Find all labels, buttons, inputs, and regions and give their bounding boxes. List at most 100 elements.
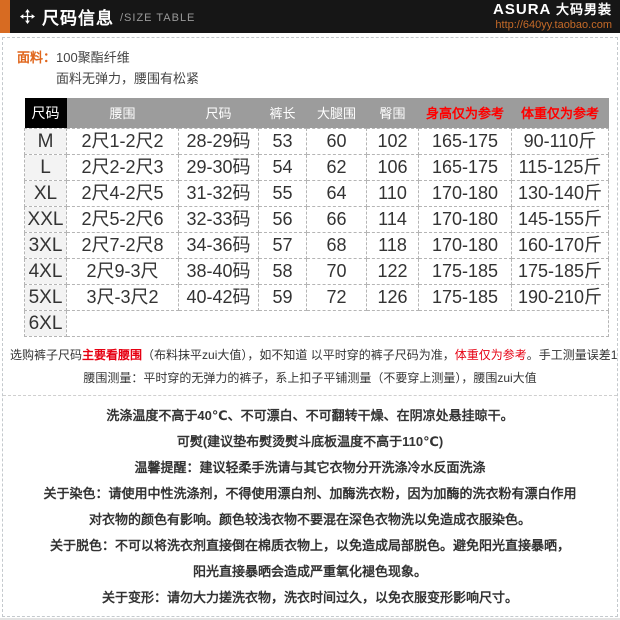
table-row: 5XL 3尺-3尺2 40-42码 59 72 126 175-185 190-210斤: [24, 283, 609, 311]
care-line: 温馨提醒：建议轻柔手洗请与其它衣物分开洗涤冷水反面洗涤: [134, 459, 486, 475]
cell-thigh: 62: [306, 153, 367, 181]
care-line: 关于脱色：不可以将洗衣剂直接倒在棉质衣物上，以免造成局部脱色。避免阳光直接暴晒，: [49, 537, 570, 553]
cell-thigh: 60: [306, 127, 367, 155]
table-header-row: 尺码 腰围 尺码 裤长 大腿围 臀围 身高仅为参考 体重仅为参考: [24, 98, 609, 128]
cell-sizecode: 40-42码: [178, 283, 259, 311]
cell-size: L: [24, 153, 67, 181]
column-header-thigh: 大腿围: [306, 98, 367, 128]
cell-waist: 3尺-3尺2: [66, 283, 179, 311]
cell-hip: 114: [366, 205, 419, 233]
table-row: 3XL 2尺7-2尺8 34-36码 57 68 118 170-180 160-170斤: [24, 231, 609, 259]
cell-weight: 145-155斤: [511, 205, 609, 233]
store-url[interactable]: http://640yy.taobao.com: [495, 19, 612, 32]
move-cross-icon: [20, 9, 35, 24]
cell-sizecode: 32-33码: [178, 205, 259, 233]
cell-sizecode: 34-36码: [178, 231, 259, 259]
fabric-line1: 100聚酯纤维: [56, 50, 130, 65]
cell-hip: 126: [366, 283, 419, 311]
cell-length: 55: [258, 179, 307, 207]
cell-waist: 2尺1-2尺2: [66, 127, 179, 155]
cell-waist: 2尺9-3尺: [66, 257, 179, 285]
cell-sizecode: 38-40码: [178, 257, 259, 285]
measure-note-line2: 腰围测量：平时穿的无弹力的裤子，系上扣子平铺测量（不要穿上测量），腰围zui大值: [83, 370, 537, 385]
cell-size: 6XL: [24, 309, 67, 337]
care-line: 可熨(建议垫布熨烫熨斗底板温度不高于110℃): [176, 433, 444, 449]
cell-height: 165-175: [418, 127, 512, 155]
column-header-weight: 体重仅为参考: [511, 98, 609, 128]
cell-hip: 122: [366, 257, 419, 285]
column-header-length: 裤长: [258, 98, 307, 128]
cell-weight: 115-125斤: [511, 153, 609, 181]
cell-waist: 2尺4-2尺5: [66, 179, 179, 207]
measure-note-line1: 选购裤子尺码主要看腰围（布料抹平zui大值），如不知道 以平时穿的裤子尺码为准，…: [10, 347, 618, 362]
size-table: 尺码 腰围 尺码 裤长 大腿围 臀围 身高仅为参考 体重仅为参考 M 2尺1-2尺…: [24, 98, 609, 337]
cell-empty: [66, 309, 609, 337]
cell-height: 170-180: [418, 231, 512, 259]
cell-waist: 2尺7-2尺8: [66, 231, 179, 259]
brand-suffix: 大码男装: [555, 3, 612, 19]
care-line: 洗涤温度不高于40℃、不可漂白、不可翻转干燥、在阴凉处悬挂晾干。: [106, 407, 514, 423]
header-accent-block: [0, 0, 10, 33]
page-title: 尺码信息: [42, 9, 114, 28]
cell-thigh: 68: [306, 231, 367, 259]
cell-sizecode: 28-29码: [178, 127, 259, 155]
cell-length: 59: [258, 283, 307, 311]
cell-thigh: 72: [306, 283, 367, 311]
header-bar: 尺码信息 /SIZE TABLE ASURA 大码男装 http://640yy…: [0, 0, 620, 33]
care-line: 关于变形：请勿大力搓洗衣物，洗衣时间过久，以免衣服变形影响尺寸。: [101, 589, 518, 605]
cell-weight: 130-140斤: [511, 179, 609, 207]
table-row: 4XL 2尺9-3尺 38-40码 58 70 122 175-185 175-185斤: [24, 257, 609, 285]
cell-weight: 160-170斤: [511, 231, 609, 259]
cell-height: 175-185: [418, 283, 512, 311]
column-header-height: 身高仅为参考: [418, 98, 512, 128]
table-row: 6XL: [24, 309, 609, 337]
cell-size: 3XL: [24, 231, 67, 259]
table-row: XL 2尺4-2尺5 31-32码 55 64 110 170-180 130-140斤: [24, 179, 609, 207]
cell-size: 5XL: [24, 283, 67, 311]
brand-line: ASURA 大码男装: [493, 1, 612, 19]
cell-hip: 110: [366, 179, 419, 207]
column-header-size: 尺码: [24, 98, 67, 128]
cell-size: M: [24, 127, 67, 155]
cell-length: 58: [258, 257, 307, 285]
cell-hip: 106: [366, 153, 419, 181]
cell-size: 4XL: [24, 257, 67, 285]
cell-weight: 90-110斤: [511, 127, 609, 155]
cell-thigh: 64: [306, 179, 367, 207]
fabric-line2: 面料无弹力，腰围有松紧: [56, 71, 200, 86]
brand-name: ASURA: [493, 1, 551, 19]
cell-sizecode: 29-30码: [178, 153, 259, 181]
cell-size: XXL: [24, 205, 67, 233]
header-brand-block: ASURA 大码男装 http://640yy.taobao.com: [493, 1, 620, 32]
care-line: 对衣物的颜色有影响。颜色较浅衣物不要混在深色衣物洗以免造成衣服染色。: [88, 511, 531, 527]
cell-weight: 175-185斤: [511, 257, 609, 285]
cell-length: 56: [258, 205, 307, 233]
cell-thigh: 66: [306, 205, 367, 233]
column-header-waist: 腰围: [66, 98, 179, 128]
care-line: 阳光直接暴晒会造成严重氧化褪色现象。: [192, 563, 427, 579]
table-row: XXL 2尺5-2尺6 32-33码 56 66 114 170-180 145-155斤: [24, 205, 609, 233]
page-subtitle: /SIZE TABLE: [120, 12, 196, 24]
care-line: 关于染色：请使用中性洗涤剂，不得使用漂白剂、加酶洗衣粉，因为加酶的洗衣粉有漂白作…: [43, 485, 577, 501]
cell-thigh: 70: [306, 257, 367, 285]
dashed-divider: [3, 394, 617, 396]
bottom-border: [0, 618, 620, 620]
cell-sizecode: 31-32码: [178, 179, 259, 207]
cell-height: 170-180: [418, 179, 512, 207]
cell-height: 175-185: [418, 257, 512, 285]
care-instructions: 洗涤温度不高于40℃、不可漂白、不可翻转干燥、在阴凉处悬挂晾干。 可熨(建议垫布…: [3, 396, 617, 611]
note-red-weight: 体重仅为参考: [454, 347, 527, 362]
cell-height: 165-175: [418, 153, 512, 181]
cell-hip: 118: [366, 231, 419, 259]
cell-size: XL: [24, 179, 67, 207]
cell-waist: 2尺2-2尺3: [66, 153, 179, 181]
cell-height: 170-180: [418, 205, 512, 233]
cell-hip: 102: [366, 127, 419, 155]
cell-weight: 190-210斤: [511, 283, 609, 311]
cell-length: 53: [258, 127, 307, 155]
table-row: M 2尺1-2尺2 28-29码 53 60 102 165-175 90-110斤: [24, 127, 609, 155]
fabric-section: 面料： 100聚酯纤维 面料无弹力，腰围有松紧: [3, 38, 617, 89]
cell-length: 57: [258, 231, 307, 259]
measure-notes: 选购裤子尺码主要看腰围（布料抹平zui大值），如不知道 以平时穿的裤子尺码为准，…: [3, 344, 617, 390]
fabric-label: 面料：: [17, 50, 57, 65]
